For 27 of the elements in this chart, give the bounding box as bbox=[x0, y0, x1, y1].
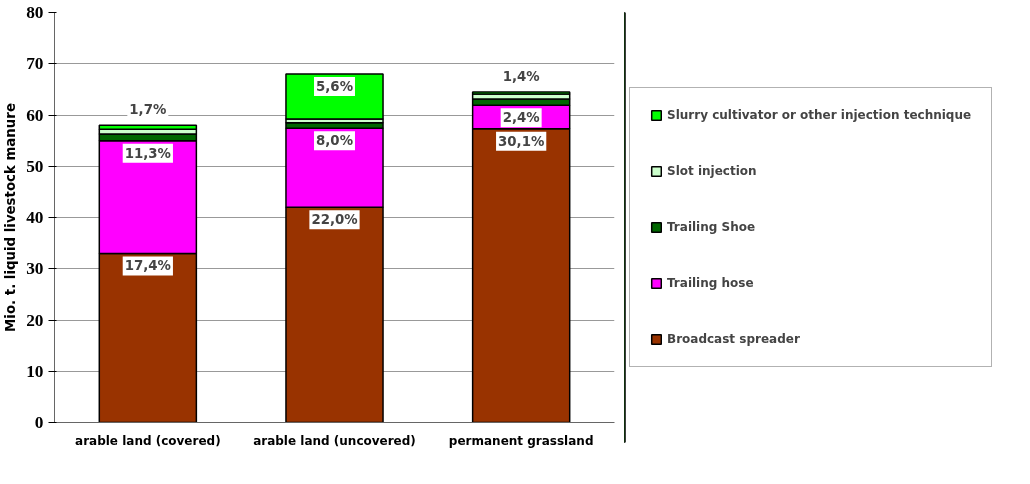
y-tick-label: 0 bbox=[34, 413, 44, 432]
y-tick-label: 10 bbox=[26, 361, 44, 381]
y-tick-label: 80 bbox=[26, 3, 44, 22]
y-tick-label: 20 bbox=[26, 310, 44, 330]
annotation: 22,0% bbox=[311, 212, 358, 228]
legend-label: Trailing Shoe bbox=[667, 220, 756, 234]
annotation: 2,4% bbox=[502, 110, 540, 126]
legend-label: Slurry cultivator or other injection technique bbox=[667, 108, 972, 122]
annotation: 30,1% bbox=[498, 133, 545, 149]
x-tick-label: arable land (uncovered) bbox=[253, 433, 416, 448]
legend-label: Broadcast spreader bbox=[667, 332, 800, 346]
annotation: 1,4% bbox=[502, 68, 540, 84]
y-tick-label: 60 bbox=[26, 105, 44, 125]
legend-label: Slot injection bbox=[667, 164, 757, 178]
x-tick-label: permanent grassland bbox=[448, 433, 594, 448]
y-axis-title: Mio. t. liquid livestock manure bbox=[3, 103, 19, 332]
x-tick-label: arable land (covered) bbox=[75, 433, 221, 448]
annotation: 11,3% bbox=[124, 145, 171, 161]
annotation: 1,7% bbox=[129, 102, 167, 118]
y-tick-label: 40 bbox=[26, 208, 44, 227]
y-tick-label: 30 bbox=[26, 259, 44, 279]
y-tick-label: 50 bbox=[26, 156, 44, 176]
annotation: 17,4% bbox=[124, 258, 171, 274]
legend-label: Trailing hose bbox=[667, 276, 754, 290]
annotation: 8,0% bbox=[316, 133, 353, 149]
y-tick-label: 70 bbox=[26, 54, 44, 74]
annotation: 5,6% bbox=[316, 79, 353, 94]
